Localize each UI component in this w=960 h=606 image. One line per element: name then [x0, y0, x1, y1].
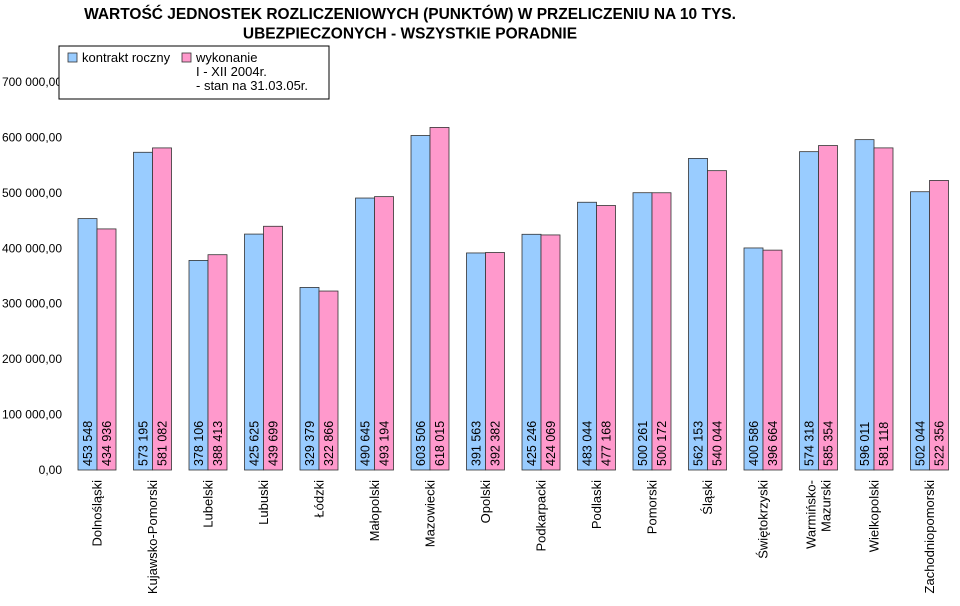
legend-box [58, 45, 330, 100]
legend-entry: I - XII 2004r. [196, 64, 267, 79]
bar [429, 127, 450, 471]
chart-title-line: WARTOŚĆ JEDNOSTEK ROZLICZENIOWYCH (PUNKT… [84, 5, 736, 23]
bar [854, 139, 875, 471]
data-label: 391 563 [470, 421, 484, 466]
category-label: Pomorski [645, 480, 660, 534]
data-label: 400 586 [747, 421, 761, 466]
bar [762, 249, 783, 471]
data-label: 434 936 [100, 421, 114, 466]
bar [485, 252, 505, 471]
category-label: Wielkopolski [867, 480, 882, 552]
data-label: 388 413 [211, 421, 225, 466]
category-label: Dolnośląski [90, 480, 105, 547]
data-label: 585 354 [822, 421, 836, 466]
data-label: 522 356 [933, 421, 947, 466]
category-label: Mazowiecki [423, 480, 438, 547]
y-tick-label: 400 000,00 [2, 241, 62, 255]
data-label: 618 015 [433, 421, 447, 466]
category-label: Świętokrzyski [756, 480, 771, 559]
data-label: 581 082 [156, 421, 170, 466]
data-label: 573 195 [137, 421, 151, 466]
bar [596, 205, 616, 471]
bar [540, 234, 561, 471]
y-tick-label: 300 000,00 [2, 297, 62, 311]
data-label: 477 168 [600, 421, 614, 466]
data-label: 329 379 [303, 421, 317, 466]
category-label: Mazurski [819, 480, 834, 532]
y-tick-label: 600 000,00 [2, 130, 62, 144]
data-label: 453 548 [81, 421, 95, 466]
bar [374, 196, 394, 471]
data-labels: 453 548 434 936 573 195 581 082 378 106 388 4… [81, 421, 947, 466]
bar [263, 225, 283, 471]
bar [207, 254, 228, 471]
y-axis: 0,00 100 000,00 200 000,00 300 000,00 400 00… [2, 75, 62, 477]
data-label: 574 318 [803, 421, 817, 466]
data-label: 493 194 [378, 421, 392, 466]
bar [318, 290, 339, 471]
data-label: 439 699 [267, 421, 281, 466]
data-label: 378 106 [192, 421, 206, 466]
y-tick-label: 200 000,00 [2, 352, 62, 366]
category-label: Podkarpacki [534, 480, 549, 552]
data-label: 562 153 [692, 421, 706, 466]
data-label: 322 866 [322, 421, 336, 466]
data-label: 425 625 [248, 421, 262, 466]
legend-swatch [181, 52, 192, 63]
category-label: Warmińsko- [804, 480, 819, 549]
data-label: 424 069 [544, 421, 558, 466]
legend-swatch [67, 52, 78, 63]
bar [152, 147, 172, 471]
data-label: 425 246 [525, 421, 539, 466]
bar [873, 147, 894, 471]
category-label: Małopolski [367, 480, 382, 542]
chart-title: WARTOŚĆ JEDNOSTEK ROZLICZENIOWYCH (PUNKT… [84, 5, 736, 43]
bar [651, 192, 672, 471]
data-label: 500 172 [655, 421, 669, 466]
data-label: 581 118 [877, 422, 891, 466]
legend-entry: kontrakt roczny [82, 50, 171, 65]
category-label: Opolski [478, 480, 493, 523]
data-label: 500 261 [636, 421, 650, 466]
bar [929, 180, 949, 471]
data-label: 392 382 [489, 421, 503, 466]
y-tick-label: 100 000,00 [2, 408, 62, 422]
category-label: Lubuski [256, 480, 271, 525]
data-label: 502 044 [914, 421, 928, 466]
data-label: 540 044 [711, 421, 725, 466]
data-label: 483 044 [581, 421, 595, 466]
category-label: Kujawsko-Pomorski [145, 480, 160, 594]
bar [818, 145, 838, 471]
category-label: Zachodniopomorski [922, 480, 937, 594]
y-tick-label: 0,00 [39, 463, 63, 477]
y-tick-label: 700 000,00 [2, 75, 62, 89]
bar [96, 228, 117, 471]
bars [77, 127, 949, 471]
category-label: Podlaski [589, 480, 604, 529]
data-label: 596 011 [858, 422, 872, 466]
legend-entry: wykonanie [195, 50, 257, 65]
y-tick-label: 500 000,00 [2, 186, 62, 200]
data-label: 396 664 [766, 421, 780, 466]
bar [410, 135, 431, 471]
data-label: 603 506 [414, 421, 428, 466]
x-axis-labels: Dolnośląski Kujawsko-Pomorski Lubelski Lubu… [90, 480, 938, 594]
legend-entry: - stan na 31.03.05r. [196, 78, 308, 93]
category-label: Lubelski [201, 480, 216, 528]
category-label: Łódzki [312, 480, 327, 518]
data-label: 490 645 [359, 421, 373, 466]
bar [707, 170, 727, 471]
category-label: Śląski [700, 480, 715, 515]
chart-title-line: UBEZPIECZONYCH - WSZYSTKIE PORADNIE [243, 26, 577, 43]
